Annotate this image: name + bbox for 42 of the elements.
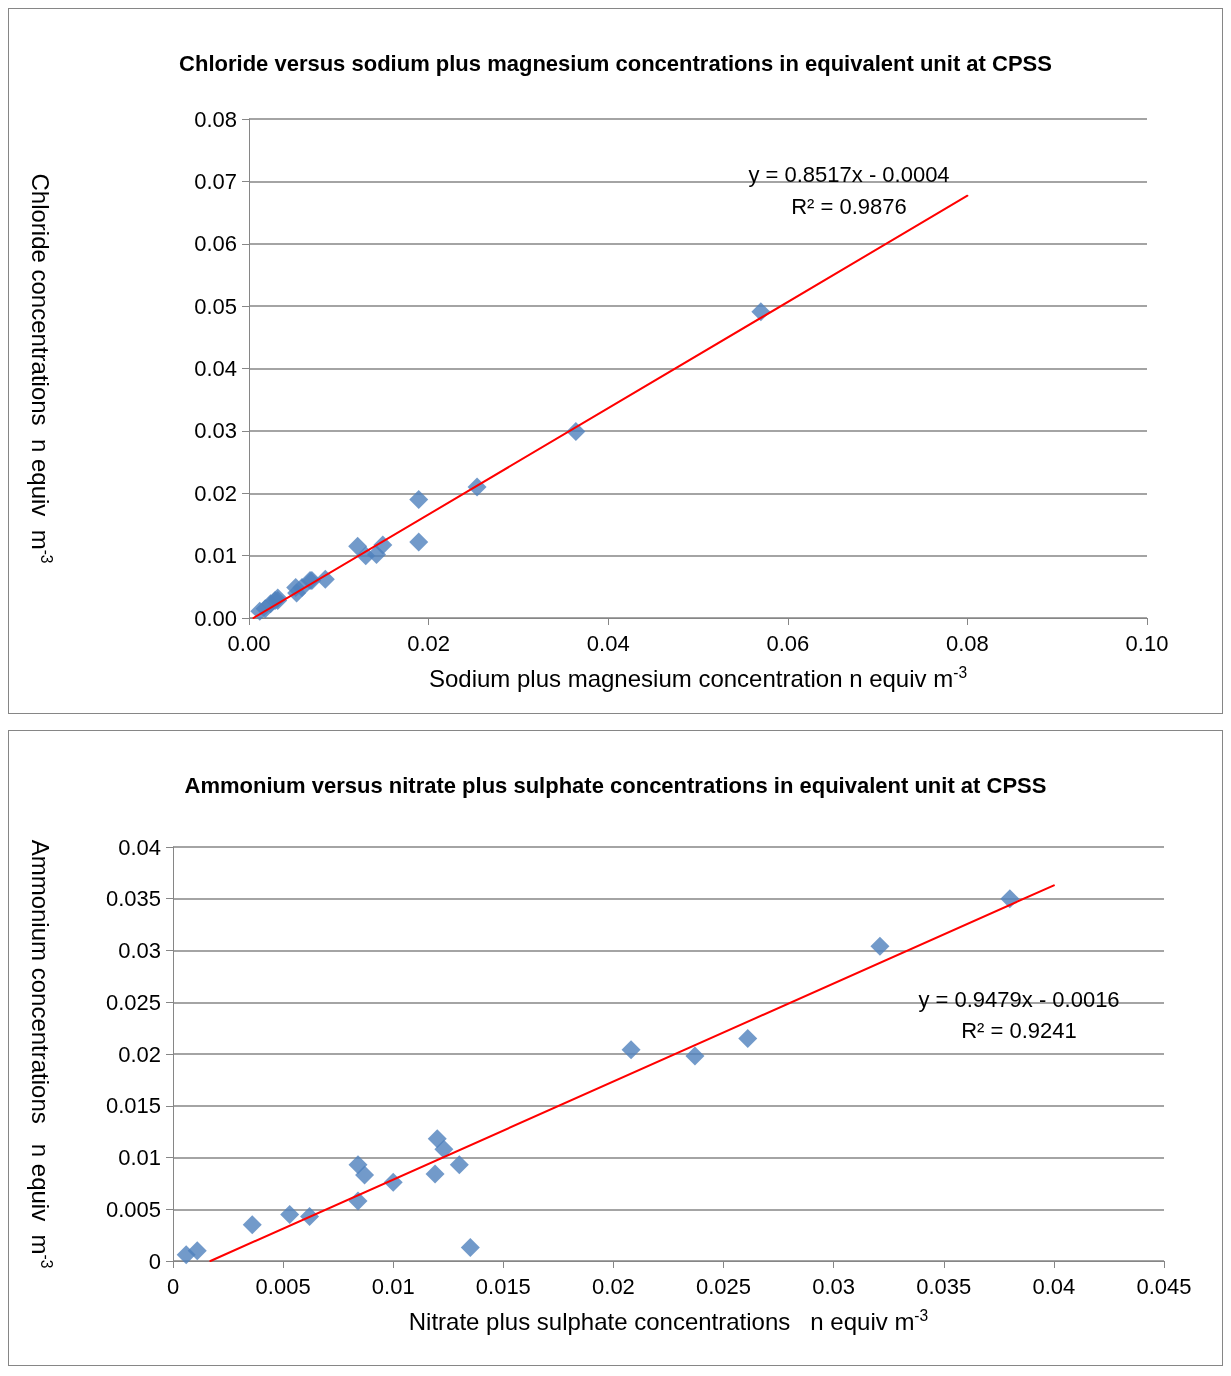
y-tick-label: 0.02 [118,1041,161,1067]
y-tick-label: 0.03 [118,938,161,963]
x-tick-label: 0.005 [255,1273,311,1299]
x-tick-label: 0.00 [227,630,271,656]
y-tick-label: 0.025 [105,989,161,1015]
x-tick-label: 0.02 [407,630,451,656]
y-tick-label: 0.05 [194,293,237,319]
x-tick-label: 0.04 [586,630,630,656]
y-tick-label: 0.005 [105,1196,161,1222]
y-tick-label: 0.015 [105,1093,161,1119]
y-tick-label: 0 [148,1248,161,1274]
y-tick-label: 0.08 [194,106,237,132]
x-tick-label: 0.06 [766,630,810,656]
x-tick-label: 0.015 [475,1273,531,1299]
annotation: R² = 0.9241 [961,1017,1077,1043]
y-tick-label: 0.06 [194,231,237,257]
y-tick-label: 0.04 [194,356,237,381]
chart-title: Ammonium versus nitrate plus sulphate concentrations in equivalent unit at CPSS [184,772,1047,798]
x-tick-label: 0 [166,1273,180,1299]
y-tick-label: 0.01 [118,1145,161,1170]
y-tick-label: 0.02 [194,480,237,506]
x-tick-label: 0.08 [945,630,989,656]
y-tick-label: 0.00 [194,605,237,631]
x-tick-label: 0.01 [371,1273,415,1299]
annotation: y = 0.9479x - 0.0016 [918,986,1120,1012]
x-tick-label: 0.045 [1136,1273,1192,1299]
x-tick-label: 0.03 [812,1273,856,1299]
annotation: y = 0.8517x - 0.0004 [748,161,950,187]
y-axis-title: Chloride concentrations n equiv m-3 [26,173,55,564]
y-tick-label: 0.04 [118,834,161,860]
y-tick-label: 0.01 [194,543,237,569]
y-tick-label: 0.035 [105,886,161,912]
y-tick-label: 0.07 [194,168,237,194]
x-tick-label: 0.025 [696,1273,752,1299]
y-tick-label: 0.03 [194,418,237,444]
y-axis-title: Ammonium concentrations n equiv m-3 [26,839,55,1269]
annotation: R² = 0.9876 [791,193,907,219]
x-tick-label: 0.02 [592,1273,635,1299]
x-tick-label: 0.10 [1125,630,1169,656]
chart-title: Chloride versus sodium plus magnesium concentrations in equivalent unit at CPSS [179,50,1052,76]
x-tick-label: 0.035 [916,1273,972,1299]
x-tick-label: 0.04 [1032,1273,1076,1299]
